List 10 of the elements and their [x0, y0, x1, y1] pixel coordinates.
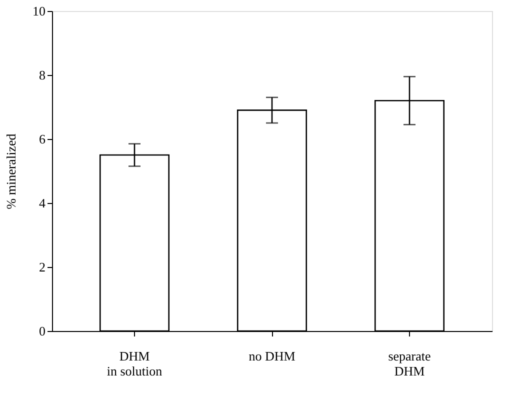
y-tick-label: 10 — [32, 4, 46, 18]
x-tick-label: DHM in solution — [106, 348, 163, 378]
y-axis-title: % mineralized — [4, 133, 18, 210]
x-tick-label: no DHM — [248, 348, 296, 364]
y-tick-label: 4 — [39, 196, 46, 210]
y-tick-label: 6 — [39, 132, 46, 146]
y-tick-label: 2 — [39, 260, 46, 274]
y-tick-label: 0 — [39, 324, 46, 338]
x-tick-label: separate DHM — [388, 348, 432, 378]
y-tick-label: 8 — [39, 68, 46, 82]
